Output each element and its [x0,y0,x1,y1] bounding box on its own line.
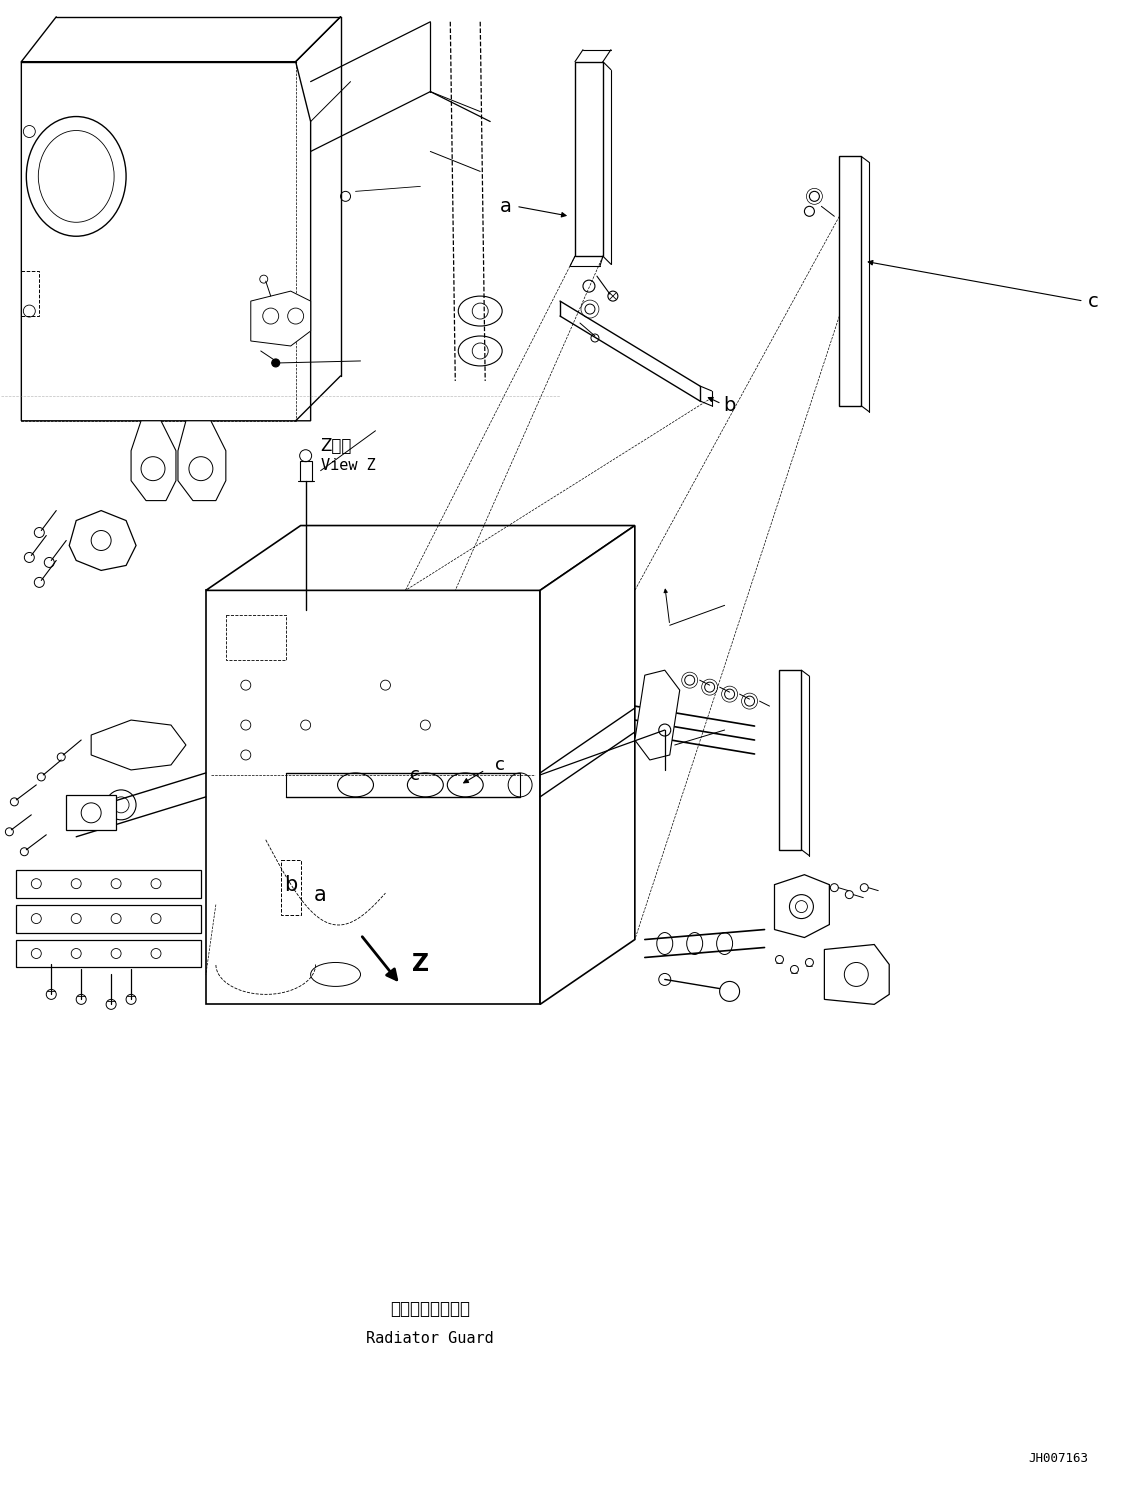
Polygon shape [69,510,136,571]
Text: JH007163: JH007163 [1029,1452,1089,1464]
Bar [16,905,201,932]
Polygon shape [540,525,634,1005]
Polygon shape [179,420,226,501]
Polygon shape [131,420,176,501]
Text: Radiator Guard: Radiator Guard [366,1331,495,1346]
Text: a: a [314,884,327,905]
Text: b: b [723,397,736,416]
Polygon shape [206,525,634,590]
Circle shape [720,981,739,1002]
Text: ラジエータガード: ラジエータガード [390,1300,471,1318]
Bar [226,616,285,661]
Text: Z　視: Z 視 [321,437,352,455]
Text: View Z: View Z [321,458,375,473]
Bar [16,869,201,898]
Bar [300,461,312,480]
Polygon shape [206,590,540,1005]
Polygon shape [774,875,829,938]
Polygon shape [634,669,680,760]
Text: Z: Z [412,953,429,977]
Text: c: c [1088,292,1099,310]
Bar [281,860,300,914]
Text: c: c [496,756,505,774]
Bar [66,795,116,830]
Bar [575,61,603,256]
Bar [839,157,862,406]
Bar [16,939,201,968]
Polygon shape [824,944,889,1005]
Text: c: c [410,766,421,784]
Text: b: b [284,875,297,895]
Text: a: a [500,197,512,216]
Bar [780,669,802,850]
Polygon shape [251,291,310,346]
Bar [22,271,40,316]
Circle shape [272,359,280,367]
Polygon shape [91,720,186,769]
